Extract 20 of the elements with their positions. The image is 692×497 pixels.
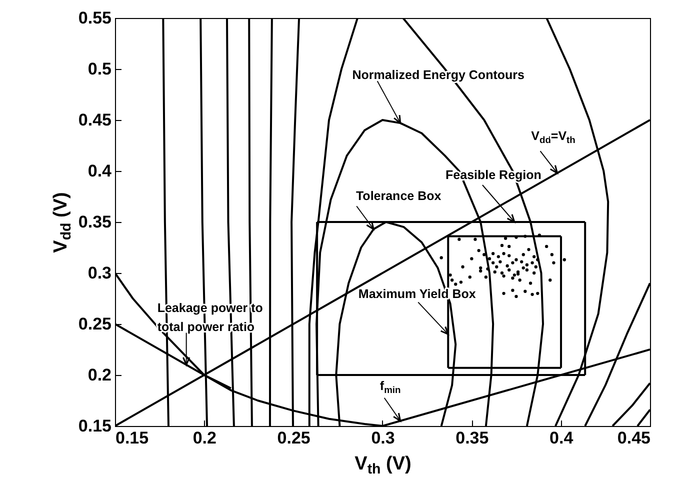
annotation: V$_{dd}$=V$_{th}$: [531, 129, 576, 145]
y-tick-label: 0.45: [78, 110, 112, 130]
y-tick-label: 0.3: [88, 264, 112, 282]
annotation: f$_{min}$: [380, 378, 402, 395]
y-tick-label: 0.2: [88, 366, 112, 384]
y-tick-label: 0.15: [78, 416, 112, 436]
y-tick-label: 0.5: [88, 60, 112, 78]
x-tick-label: 0.4: [550, 428, 574, 448]
x-tick-label: 0.15: [116, 428, 149, 448]
y-tick-label: 0.4: [88, 162, 112, 180]
y-tick-label: 0.25: [78, 314, 112, 334]
x-tick-label: 0.35: [456, 428, 489, 448]
x-tick-label: 0.25: [277, 428, 310, 448]
x-tick-label: 0.3: [371, 428, 395, 448]
y-tick-label: 0.55: [78, 8, 112, 28]
y-tick-label: 0.35: [78, 212, 112, 232]
x-tick-label: 0.2: [192, 428, 216, 448]
x-tick-label: 0.45: [617, 428, 650, 448]
x-axis-title: V$_{th}$ (V): [354, 454, 412, 478]
annotation: Tolerance Box: [356, 189, 442, 204]
